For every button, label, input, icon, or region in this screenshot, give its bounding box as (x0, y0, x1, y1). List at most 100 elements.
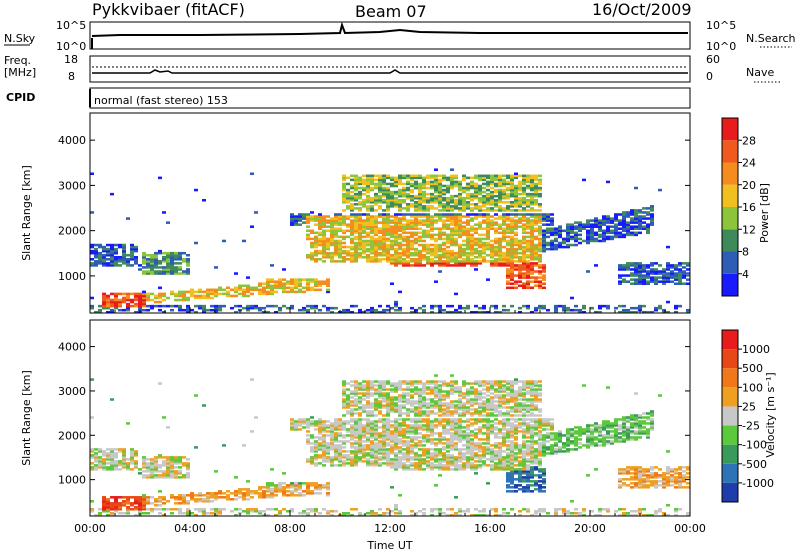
velocity-cell (362, 384, 366, 386)
power-cell (490, 260, 494, 263)
velocity-cell (326, 424, 330, 426)
power-cell (114, 256, 118, 259)
velocity-cell (170, 508, 174, 510)
velocity-cell (310, 420, 314, 422)
velocity-cell (158, 470, 162, 472)
power-cell (634, 225, 638, 228)
velocity-cell (462, 462, 466, 464)
power-cell (94, 244, 98, 247)
velocity-cell (386, 388, 390, 390)
power-cell (474, 238, 478, 241)
velocity-cell (306, 482, 310, 484)
power-cell (126, 254, 130, 257)
power-cell (282, 278, 286, 281)
power-cell (174, 252, 178, 255)
power-cell (454, 175, 458, 178)
velocity-cell (94, 452, 98, 454)
velocity-cell (406, 424, 410, 426)
velocity-cell (346, 434, 350, 436)
velocity-cell (434, 380, 438, 382)
velocity-cell (374, 388, 378, 390)
velocity-cell (170, 456, 174, 458)
power-cell (386, 175, 390, 178)
power-cell (126, 217, 130, 220)
power-cell (142, 291, 146, 294)
power-cell (218, 287, 222, 290)
velocity-cell (322, 420, 326, 422)
velocity-cell (454, 418, 458, 420)
power-cell (306, 305, 310, 308)
velocity-cell (462, 392, 466, 394)
velocity-cell (318, 512, 322, 514)
power-cell (658, 270, 662, 273)
power-cell (530, 219, 534, 222)
power-cell (614, 307, 618, 310)
power-cell (146, 293, 150, 296)
velocity-cell (98, 448, 102, 450)
velocity-cell (142, 456, 146, 458)
velocity-cell (134, 450, 138, 452)
velocity-cell (262, 510, 266, 512)
velocity-cell (430, 380, 434, 382)
power-cell (670, 270, 674, 273)
power-cell (230, 289, 234, 292)
power-cell (542, 287, 546, 290)
velocity-cell (354, 380, 358, 382)
power-cell (166, 305, 170, 308)
velocity-cell (394, 452, 398, 454)
power-cell (534, 199, 538, 202)
velocity-cell (166, 508, 170, 510)
power-cell (482, 227, 486, 230)
power-cell (450, 305, 454, 308)
power-cell (454, 195, 458, 198)
velocity-cell (246, 508, 250, 510)
velocity-cell (310, 434, 314, 436)
power-cell (682, 262, 686, 265)
power-cell (94, 260, 98, 263)
velocity-cell (286, 494, 290, 496)
freq-unit-label: [MHz] (4, 66, 36, 79)
velocity-cell (282, 482, 286, 484)
velocity-cell (342, 420, 346, 422)
velocity-cell (390, 396, 394, 398)
power-cell (646, 223, 650, 226)
power-cell (494, 258, 498, 261)
power-cell (674, 305, 678, 308)
power-cell (222, 293, 226, 296)
power-cell (510, 287, 514, 290)
velocity-cell (386, 508, 390, 510)
power-cell (438, 213, 442, 216)
power-cell (398, 189, 402, 192)
velocity-cell (398, 446, 402, 448)
velocity-cell (434, 432, 438, 434)
power-cell (342, 236, 346, 239)
velocity-cell (466, 424, 470, 426)
power-cell (490, 191, 494, 194)
power-cell (502, 179, 506, 182)
power-cell (154, 252, 158, 255)
power-cell (622, 309, 626, 312)
velocity-cell (454, 512, 458, 514)
power-cell (522, 272, 526, 275)
power-cell (470, 217, 474, 220)
power-cell (346, 177, 350, 180)
power-cell (626, 309, 630, 312)
velocity-cell (314, 420, 318, 422)
power-cell (314, 215, 318, 218)
power-cell (462, 175, 466, 178)
velocity-cell (290, 490, 294, 492)
velocity-cell (298, 482, 302, 484)
power-cell (362, 187, 366, 190)
velocity-cell (434, 484, 438, 486)
velocity-cell (338, 418, 342, 420)
power-cell (438, 305, 442, 308)
power-cell (442, 213, 446, 216)
velocity-cell (342, 446, 346, 448)
power-cell (358, 191, 362, 194)
power-cell (342, 175, 346, 178)
station-title: Pykkvibaer (fitACF) (92, 0, 245, 19)
power-cell (382, 258, 386, 261)
velocity-cell (410, 400, 414, 402)
power-cell (646, 280, 650, 283)
power-cell (278, 278, 282, 281)
